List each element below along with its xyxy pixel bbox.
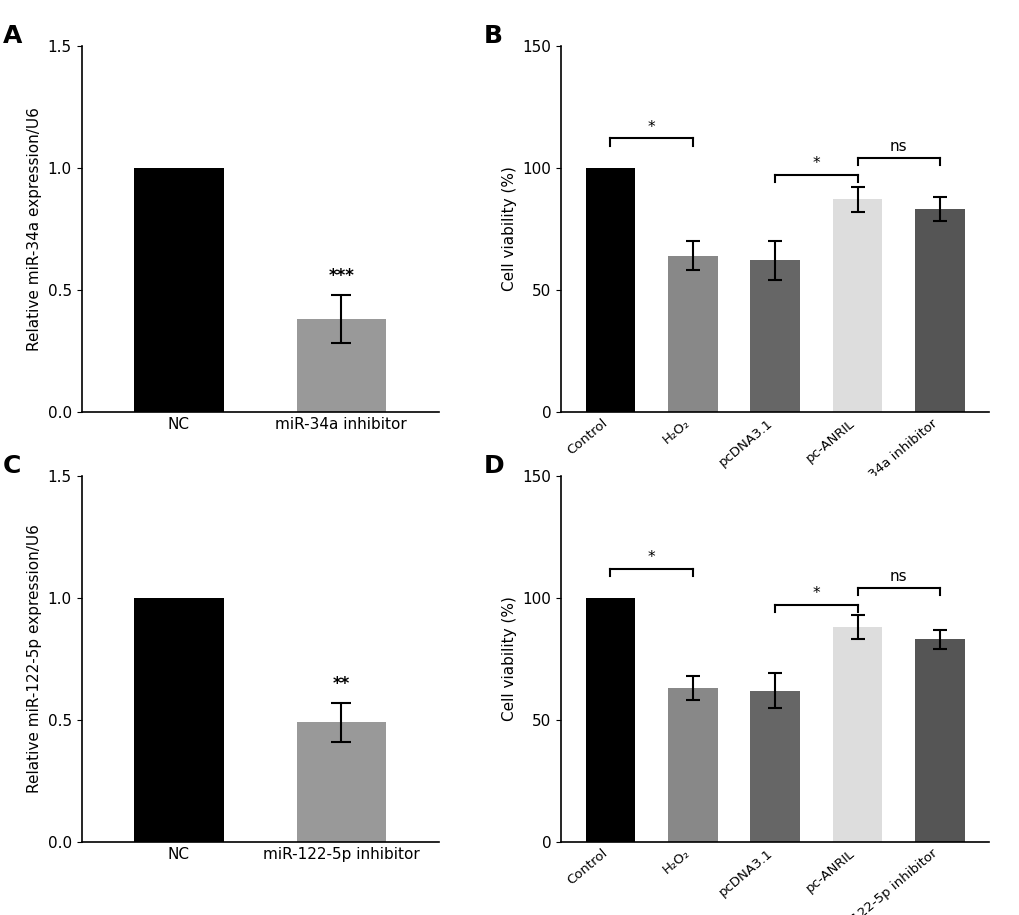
Bar <box>667 255 716 412</box>
Bar <box>914 210 964 412</box>
Text: ns: ns <box>890 139 907 155</box>
Bar <box>297 319 385 412</box>
Text: ***: *** <box>328 267 354 285</box>
Bar <box>297 722 385 842</box>
Text: **: ** <box>332 675 350 693</box>
Text: H₂O₂: H₂O₂ <box>839 628 874 642</box>
Y-axis label: Relative miR-122-5p expression/U6: Relative miR-122-5p expression/U6 <box>28 524 42 793</box>
Text: C: C <box>3 454 21 478</box>
Y-axis label: Relative miR-34a expression/U6: Relative miR-34a expression/U6 <box>28 107 42 350</box>
Text: *: * <box>812 587 819 601</box>
Text: A: A <box>3 24 22 48</box>
Text: D: D <box>483 454 504 478</box>
Y-axis label: Cell viability (%): Cell viability (%) <box>501 167 517 291</box>
Bar <box>585 597 635 842</box>
Bar <box>585 167 635 412</box>
Text: *: * <box>647 550 655 565</box>
Y-axis label: Cell viability (%): Cell viability (%) <box>501 597 517 721</box>
Bar <box>750 261 799 412</box>
Text: B: B <box>483 24 502 48</box>
Text: ns: ns <box>890 569 907 585</box>
Bar <box>833 627 881 842</box>
Bar <box>135 167 223 412</box>
Text: *: * <box>812 156 819 171</box>
Bar <box>667 688 716 842</box>
Bar <box>833 199 881 412</box>
Text: *: * <box>647 120 655 135</box>
Bar <box>914 640 964 842</box>
Bar <box>750 691 799 842</box>
Bar <box>135 597 223 842</box>
